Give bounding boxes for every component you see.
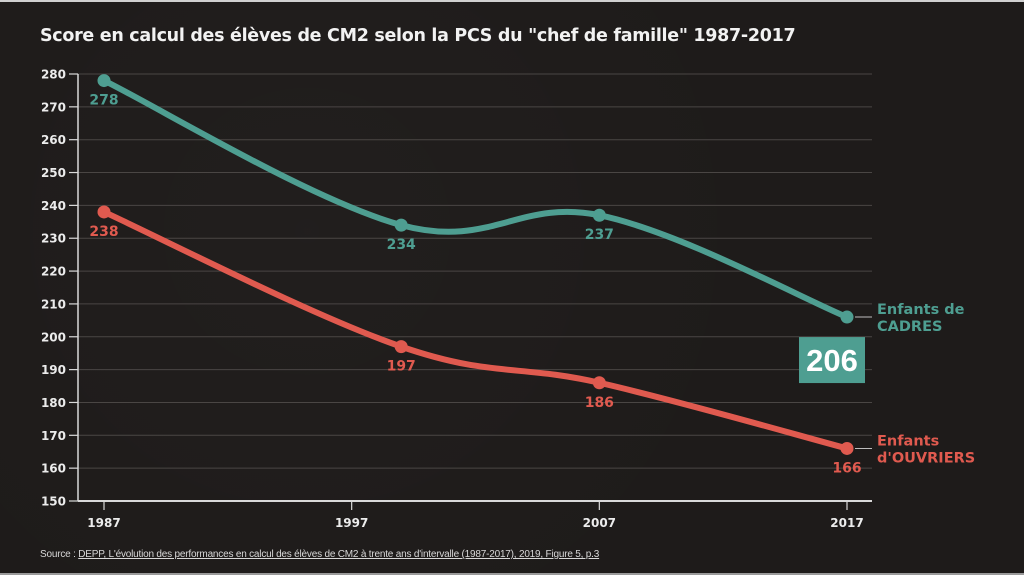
x-axis-ticks: 1987 1997 2007 2017: [87, 501, 864, 530]
chart-title: Score en calcul des élèves de CM2 selon …: [40, 26, 796, 46]
series-line-cadres: [101, 77, 850, 321]
y-tick-label: 180: [41, 396, 66, 410]
data-label-cadres: 234: [387, 237, 416, 253]
y-tick-label: 210: [41, 297, 66, 311]
source-prefix: Source :: [40, 549, 79, 560]
data-point-cadres: [97, 74, 111, 88]
bottom-border: [0, 573, 1024, 575]
series-line-ouvriers: [101, 208, 850, 452]
y-tick-label: 190: [41, 363, 66, 377]
data-point-cadres: [592, 208, 606, 222]
data-point-cadres: [394, 218, 408, 232]
y-tick-label: 260: [41, 133, 66, 147]
x-tick-label: 2007: [583, 516, 616, 530]
series-label-cadres: CADRES: [877, 319, 942, 335]
y-tick-label: 240: [41, 199, 66, 213]
y-tick-label: 200: [41, 330, 66, 344]
data-label-ouvriers: 166: [832, 460, 861, 476]
data-point-ouvriers: [97, 205, 111, 219]
data-point-ouvriers: [840, 441, 854, 455]
data-point-cadres: [840, 310, 854, 324]
y-tick-label: 230: [41, 232, 66, 246]
callout-box-cadres: [799, 337, 865, 384]
y-tick-label: 160: [41, 462, 66, 476]
series-label-ouvriers: d'OUVRIERS: [877, 450, 975, 466]
source-note: Source : DEPP, L'évolution des performan…: [40, 549, 599, 560]
y-tick-label: 250: [41, 166, 66, 180]
y-axis-ticks: 150 160 170 180 190 200 210 220 230 240 250 260 270 2…: [41, 68, 78, 509]
y-tick-label: 150: [41, 495, 66, 509]
data-label-cadres: 278: [89, 93, 118, 109]
y-tick-label: 220: [41, 265, 66, 279]
callout-value-cadres: 206: [806, 343, 858, 378]
series-points: [97, 74, 854, 455]
y-tick-label: 270: [41, 100, 66, 114]
y-tick-label: 280: [41, 68, 66, 82]
series-label-ouvriers: Enfants: [877, 433, 939, 449]
data-label-ouvriers: 197: [387, 359, 416, 375]
x-tick-label: 2017: [830, 516, 863, 530]
x-tick-label: 1987: [87, 516, 120, 530]
series-label-cadres: Enfants de: [877, 302, 965, 318]
data-label-cadres: 237: [585, 227, 614, 243]
data-label-ouvriers: 186: [585, 395, 614, 411]
source-link[interactable]: DEPP, L'évolution des performances en ca…: [78, 549, 600, 560]
data-point-ouvriers: [592, 376, 606, 390]
data-label-ouvriers: 238: [89, 224, 118, 240]
y-tick-label: 170: [41, 429, 66, 443]
axes: [77, 74, 872, 502]
x-tick-label: 1997: [335, 516, 368, 530]
series-lines: [101, 77, 850, 452]
data-point-ouvriers: [394, 340, 408, 354]
